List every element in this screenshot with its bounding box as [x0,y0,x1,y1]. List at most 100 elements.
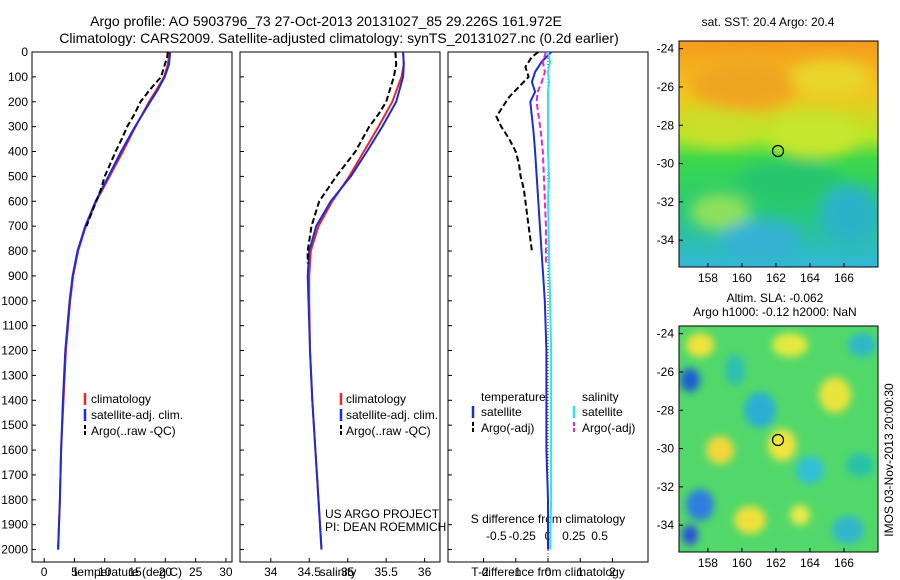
series-line-argo-raw-qc- [85,51,169,227]
argo-location-marker [771,433,785,447]
map-y-tick-label: -32 [657,195,675,209]
legend-t-satellite-label: satellite [481,405,522,419]
legend-argo-label: Argo(..raw -QC) [346,424,431,438]
map-x-tick-label: 158 [698,556,718,570]
series-line-temperature-satellite [529,51,552,550]
depth-tick-label: 700 [8,219,28,233]
x-tick-label: 1 [577,565,584,579]
figure-title-line1: Argo profile: AO 5903796_73 27-Oct-2013 … [90,13,562,29]
sla-map-title-line1: Altim. SLA: -0.062 [727,291,824,305]
legend-salinity-header: salinity [582,390,619,404]
x-tick-label: 10 [98,565,112,579]
temperature-axes [31,51,233,563]
salinity-x-ticks: 34 34.5 35 35.5 36 [264,558,432,579]
depth-tick-label: 2000 [1,543,28,557]
map-x-tick-label: 164 [800,271,820,285]
series-line-salinity-satellite [547,51,553,550]
depth-tick-label: 1200 [1,344,28,358]
credit-project: US ARGO PROJECT [325,507,440,521]
temperature-legend: climatology satellite-adj. clim. Argo(..… [83,392,183,438]
map-y-tick-label: -30 [657,442,675,456]
x-tick-label: 30 [219,565,233,579]
depth-tick-label: 800 [8,244,28,258]
s-diff-tick-label: 0.5 [591,529,608,543]
legend-s-satellite-label: satellite [582,405,623,419]
s-diff-tick-label: -0.5 [486,529,507,543]
legend-t-argo-label: Argo(-adj) [481,421,534,435]
salinity-axis-label: salinity [320,565,357,579]
depth-tick-label: 600 [8,194,28,208]
depth-tick-label: 1300 [1,368,28,382]
legend-argo-label: Argo(..raw -QC) [91,424,176,438]
map-y-tick-label: -34 [657,233,675,247]
x-tick-label: -1 [510,565,521,579]
sla-map-image [679,326,878,552]
map-y-tick-label: -24 [657,42,675,56]
map-x-tick-label: 160 [732,556,752,570]
x-tick-label: 34 [264,565,278,579]
s-diff-tick-label: 0.25 [562,529,586,543]
depth-tick-label: 500 [8,169,28,183]
t-difference-axis-label: T difference from climatology [471,565,625,579]
depth-tick-label: 1100 [2,319,28,333]
temperature-axis-label: temperature (deg C) [74,565,182,579]
sst-map-image [679,41,878,267]
x-tick-label: 25 [189,565,203,579]
map-y-tick-label: -30 [657,157,675,171]
legend-s-argo-label: Argo(-adj) [582,421,635,435]
sla-map-x-ticks: 158 160 162 164 166 [698,548,854,570]
depth-tick-label: 1400 [1,393,28,407]
difference-legend: temperature salinity satellite Argo(-adj… [471,390,635,435]
sla-map-frame [678,325,879,553]
figure-title-line2: Climatology: CARS2009. Satellite-adjuste… [59,30,619,46]
map-x-tick-label: 162 [766,271,786,285]
depth-tick-label: 1500 [1,418,28,432]
salinity-legend: climatology satellite-adj. clim. Argo(..… [339,392,438,438]
sst-map-y-ticks: -24 -26 -28 -30 -32 -34 [657,42,683,247]
salinity-profile-lines [306,51,405,550]
temperature-x-ticks: 0 5 10 15 20 25 30 [41,558,233,579]
map-y-tick-label: -24 [657,327,675,341]
t-difference-x-ticks: -2 -1 0 1 2 [478,558,616,579]
sst-map-frame [678,40,879,268]
legend-satellite-label: satellite-adj. clim. [346,408,438,422]
argo-location-marker [771,144,785,158]
depth-tick-label: 1700 [1,468,28,482]
series-line-argo-raw-qc- [306,51,398,264]
map-x-tick-label: 158 [698,271,718,285]
x-tick-label: 0 [545,565,552,579]
map-y-tick-label: -28 [657,403,675,417]
map-y-tick-label: -28 [657,118,675,132]
legend-temperature-header: temperature [481,390,546,404]
x-tick-label: 20 [159,565,173,579]
depth-tick-label: 900 [8,269,28,283]
x-tick-label: 0 [41,565,48,579]
x-tick-label: 35 [341,565,355,579]
depth-tick-label: 1800 [1,493,28,507]
depth-tick-label: 1000 [1,294,28,308]
x-tick-label: 34.5 [298,565,322,579]
temperature-profile-lines [57,51,172,550]
map-y-tick-label: -26 [657,365,675,379]
sla-map-y-ticks: -24 -26 -28 -30 -32 -34 [657,327,683,532]
x-tick-label: 35.5 [374,565,398,579]
depth-tick-labels: 0 100 200 300 400 500 600 700 800 900 1000 1100 1200… [1,45,452,557]
legend-satellite-label: satellite-adj. clim. [91,408,183,422]
difference-profile-lines [495,51,553,550]
series-line-satellite-adj-clim- [306,51,405,550]
sla-map-title-line2: Argo h1000: -0.12 h2000: NaN [693,305,856,319]
x-tick-label: 15 [128,565,142,579]
x-tick-label: -2 [478,565,489,579]
salinity-axes [239,51,441,563]
legend-climatology-label: climatology [91,392,151,406]
map-x-tick-label: 166 [834,556,854,570]
depth-tick-label: 1900 [1,518,28,532]
depth-tick-label: 100 [8,70,28,84]
map-y-tick-label: -26 [657,80,675,94]
x-tick-label: 36 [418,565,432,579]
map-y-tick-label: -32 [657,480,675,494]
credit-pi: PI: DEAN ROEMMICH [325,520,446,534]
map-x-tick-label: 166 [834,271,854,285]
map-x-tick-label: 160 [732,271,752,285]
